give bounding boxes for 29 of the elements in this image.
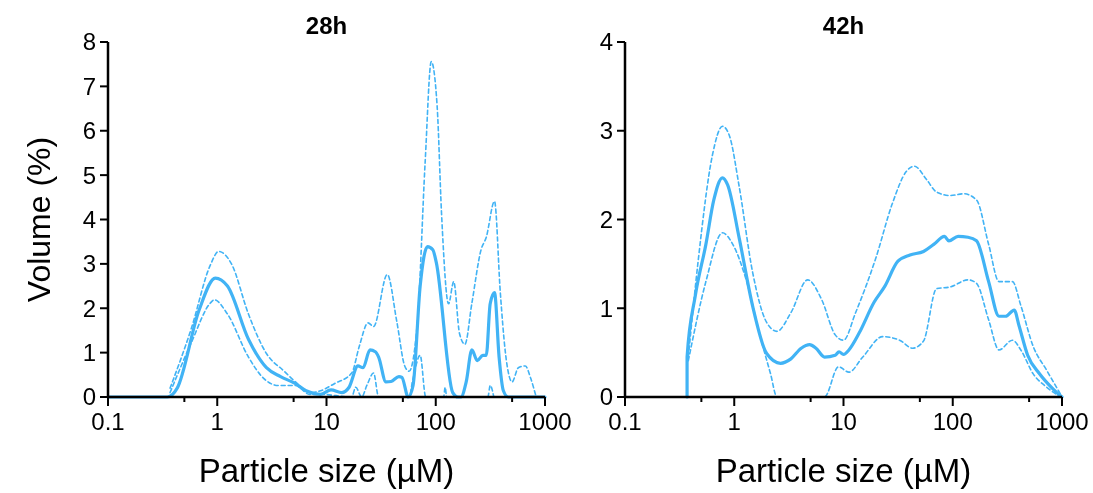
chart-title: 42h <box>822 12 865 39</box>
y-tick-label: 3 <box>599 117 613 145</box>
y-tick-label: 2 <box>82 294 96 322</box>
x-axis-title: Particle size (µM) <box>715 452 972 489</box>
x-tick-label: 1 <box>210 408 224 435</box>
x-tick-label: 1 <box>727 408 741 435</box>
y-tick-label: 0 <box>599 383 613 411</box>
y-axis-title: Volume (%) <box>21 136 57 303</box>
x-tick-label: 1000 <box>518 408 572 435</box>
y-tick-label: 3 <box>82 250 96 278</box>
y-tick-label: 8 <box>82 28 96 56</box>
x-axis-title: Particle size (µM) <box>198 452 455 489</box>
y-tick-label: 1 <box>82 339 96 367</box>
x-tick-label: 10 <box>313 408 340 435</box>
x-tick-label: 100 <box>932 408 973 435</box>
y-tick-label: 0 <box>82 383 96 411</box>
y-tick-label: 1 <box>599 294 613 322</box>
y-tick-label: 4 <box>82 205 96 233</box>
x-tick-label: 0.1 <box>91 408 125 435</box>
y-tick-label: 7 <box>82 72 96 100</box>
y-tick-label: 6 <box>82 117 96 145</box>
chart-title: 28h <box>305 12 348 39</box>
x-tick-label: 100 <box>415 408 456 435</box>
y-tick-label: 2 <box>599 205 613 233</box>
y-tick-label: 5 <box>82 161 96 189</box>
x-tick-label: 10 <box>830 408 857 435</box>
y-tick-label: 4 <box>599 28 613 56</box>
x-tick-label: 0.1 <box>608 408 642 435</box>
x-tick-label: 1000 <box>1035 408 1089 435</box>
